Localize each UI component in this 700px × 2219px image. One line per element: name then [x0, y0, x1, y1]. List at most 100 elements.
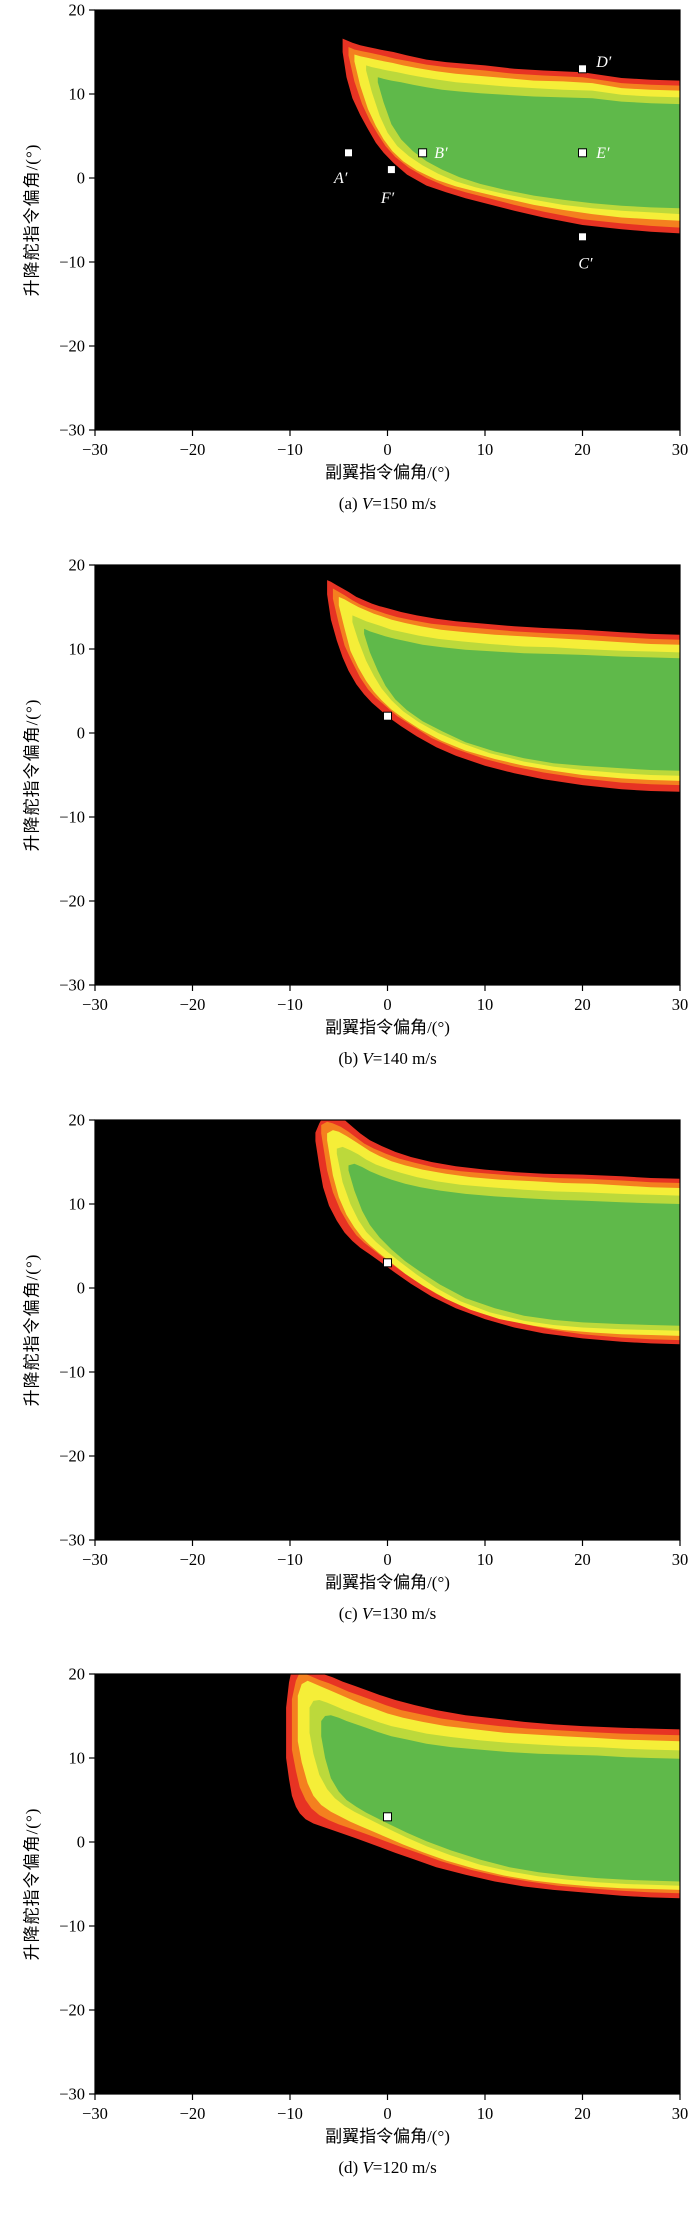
x-tick-label: −30	[82, 2104, 108, 2122]
marker-point	[383, 1257, 392, 1267]
x-tick-label: 20	[574, 1550, 591, 1568]
region-layers	[342, 38, 680, 242]
y-tick-label: 0	[77, 723, 85, 742]
y-tick-label: 0	[77, 169, 85, 188]
caption-d: (d) V=120 m/s	[95, 2158, 680, 2178]
x-tick-label: −20	[180, 1550, 206, 1568]
y-tick-label: −30	[59, 975, 85, 994]
y-tick-label: 0	[77, 1278, 85, 1297]
y-tick-label: −20	[59, 1446, 85, 1465]
x-tick-label: 10	[477, 1550, 494, 1568]
marker-point	[578, 232, 587, 242]
marker-label: D′	[595, 54, 612, 71]
x-tick-label: 20	[574, 2104, 591, 2122]
x-tick-label: 10	[477, 2104, 494, 2122]
marker-label: C′	[578, 256, 593, 273]
x-axis-label-b: 副翼指令偏角/(°)	[325, 1017, 450, 1037]
x-tick-label: 30	[672, 995, 689, 1013]
y-tick-label: 20	[69, 1, 86, 20]
caption-b: (b) V=140 m/s	[95, 1049, 680, 1069]
x-tick-label: 30	[672, 1550, 689, 1568]
y-tick-label: 10	[69, 85, 86, 104]
marker-point	[578, 64, 587, 74]
marker-point	[383, 711, 392, 721]
y-tick-label: −30	[59, 1530, 85, 1549]
x-tick-label: 30	[672, 2104, 689, 2122]
figure-panel-a: 升降舵指令偏角/(°) A′ F′ B′ E′ D′ C′ −30 −20 −10 0 10 20 30…	[0, 0, 700, 555]
marker-label: A′	[333, 170, 348, 187]
x-tick-label: −30	[82, 995, 108, 1013]
caption-d-index: (d)	[338, 2158, 363, 2178]
x-axis-label-c: 副翼指令偏角/(°)	[325, 1572, 450, 1592]
marker-point	[383, 1812, 392, 1822]
marker-label: B′	[434, 145, 448, 162]
caption-a-index: (a)	[338, 494, 362, 513]
x-tick-label: −20	[180, 440, 206, 458]
caption-c-index: (c)	[338, 1603, 362, 1623]
y-tick-label: 20	[69, 555, 86, 574]
marker-label: E′	[595, 145, 610, 162]
x-tick-label: 10	[477, 440, 494, 458]
x-tick-label: 0	[383, 440, 391, 458]
y-tick-label: −10	[59, 807, 85, 826]
marker-point	[344, 148, 353, 158]
caption-a-value: =150 m/s	[372, 494, 437, 513]
envelope-green	[377, 77, 680, 209]
caption-b-value: =140 m/s	[372, 1048, 437, 1068]
caption-a-variable: V	[361, 494, 373, 513]
region-layers	[315, 1119, 680, 1344]
caption-b-index: (b)	[338, 1048, 363, 1068]
x-tick-label: −10	[277, 995, 303, 1013]
y-tick-label: 10	[69, 639, 86, 658]
x-tick-label: 20	[574, 440, 591, 458]
plot-area-a: A′ F′ B′ E′ D′ C′ −30 −20 −10 0 10 20 30 −30 −20 −10 0 10…	[59, 1, 689, 459]
x-axis-label-d: 副翼指令偏角/(°)	[325, 2127, 450, 2147]
figure-panel-b: 升降舵指令偏角/(°) −30 −20 −10 0 10 20 30 −30 −20 −10 0 10…	[0, 554, 700, 1110]
marker-label: F′	[380, 190, 395, 207]
caption-c: (c) V=130 m/s	[95, 1604, 680, 1624]
plot-area-d: −30 −20 −10 0 10 20 30 −30 −20 −10 0 10 20	[59, 1665, 689, 2123]
x-tick-label: 0	[383, 2104, 391, 2122]
region-layers	[286, 1674, 680, 1899]
y-tick-label: 20	[69, 1665, 86, 1684]
y-tick-label: −20	[59, 2001, 85, 2020]
x-tick-label: −30	[82, 1550, 108, 1568]
y-tick-label: −30	[59, 421, 85, 440]
x-tick-label: 10	[477, 995, 494, 1013]
y-tick-label: −20	[59, 337, 85, 356]
x-tick-label: 20	[574, 995, 591, 1013]
y-tick-label: −30	[59, 2085, 85, 2104]
caption-b-variable: V	[362, 1048, 373, 1068]
y-tick-label: 10	[69, 1194, 86, 1213]
region-layers	[327, 579, 680, 792]
x-axis-label-a: 副翼指令偏角/(°)	[325, 463, 450, 482]
marker-point	[418, 148, 428, 158]
y-tick-label: −10	[59, 1917, 85, 1936]
x-tick-label: −10	[277, 1550, 303, 1568]
x-tick-label: −20	[180, 2104, 206, 2122]
x-tick-label: 30	[672, 440, 689, 458]
marker-point	[386, 165, 396, 175]
caption-d-value: =120 m/s	[372, 2158, 437, 2178]
x-tick-label: −10	[277, 2104, 303, 2122]
y-tick-label: 0	[77, 1833, 85, 1852]
envelope-green	[364, 628, 680, 771]
y-tick-label: 10	[69, 1749, 86, 1768]
y-tick-label: −10	[59, 253, 85, 272]
y-tick-label: 20	[69, 1110, 86, 1129]
plot-area-c: −30 −20 −10 0 10 20 30 −30 −20 −10 0 10 20	[59, 1110, 689, 1568]
x-tick-label: −10	[277, 440, 303, 458]
x-tick-label: −30	[82, 440, 108, 458]
caption-a: (a) V=150 m/s	[95, 494, 680, 514]
y-tick-label: −10	[59, 1362, 85, 1381]
figure-panel-c: 升降舵指令偏角/(°) −30 −20 −10 0 10 20 30 −30 −20 −10 0 10…	[0, 1109, 700, 1665]
caption-c-variable: V	[361, 1603, 373, 1623]
envelope-green	[348, 1163, 680, 1326]
x-tick-label: 0	[383, 995, 391, 1013]
x-tick-label: 0	[383, 1550, 391, 1568]
figure-panel-d: 升降舵指令偏角/(°) −30 −20 −10 0 10 20 30 −30 −20 −10 0 10…	[0, 1664, 700, 2219]
caption-c-value: =130 m/s	[372, 1603, 437, 1623]
marker-point	[578, 148, 587, 158]
x-tick-label: −20	[180, 995, 206, 1013]
